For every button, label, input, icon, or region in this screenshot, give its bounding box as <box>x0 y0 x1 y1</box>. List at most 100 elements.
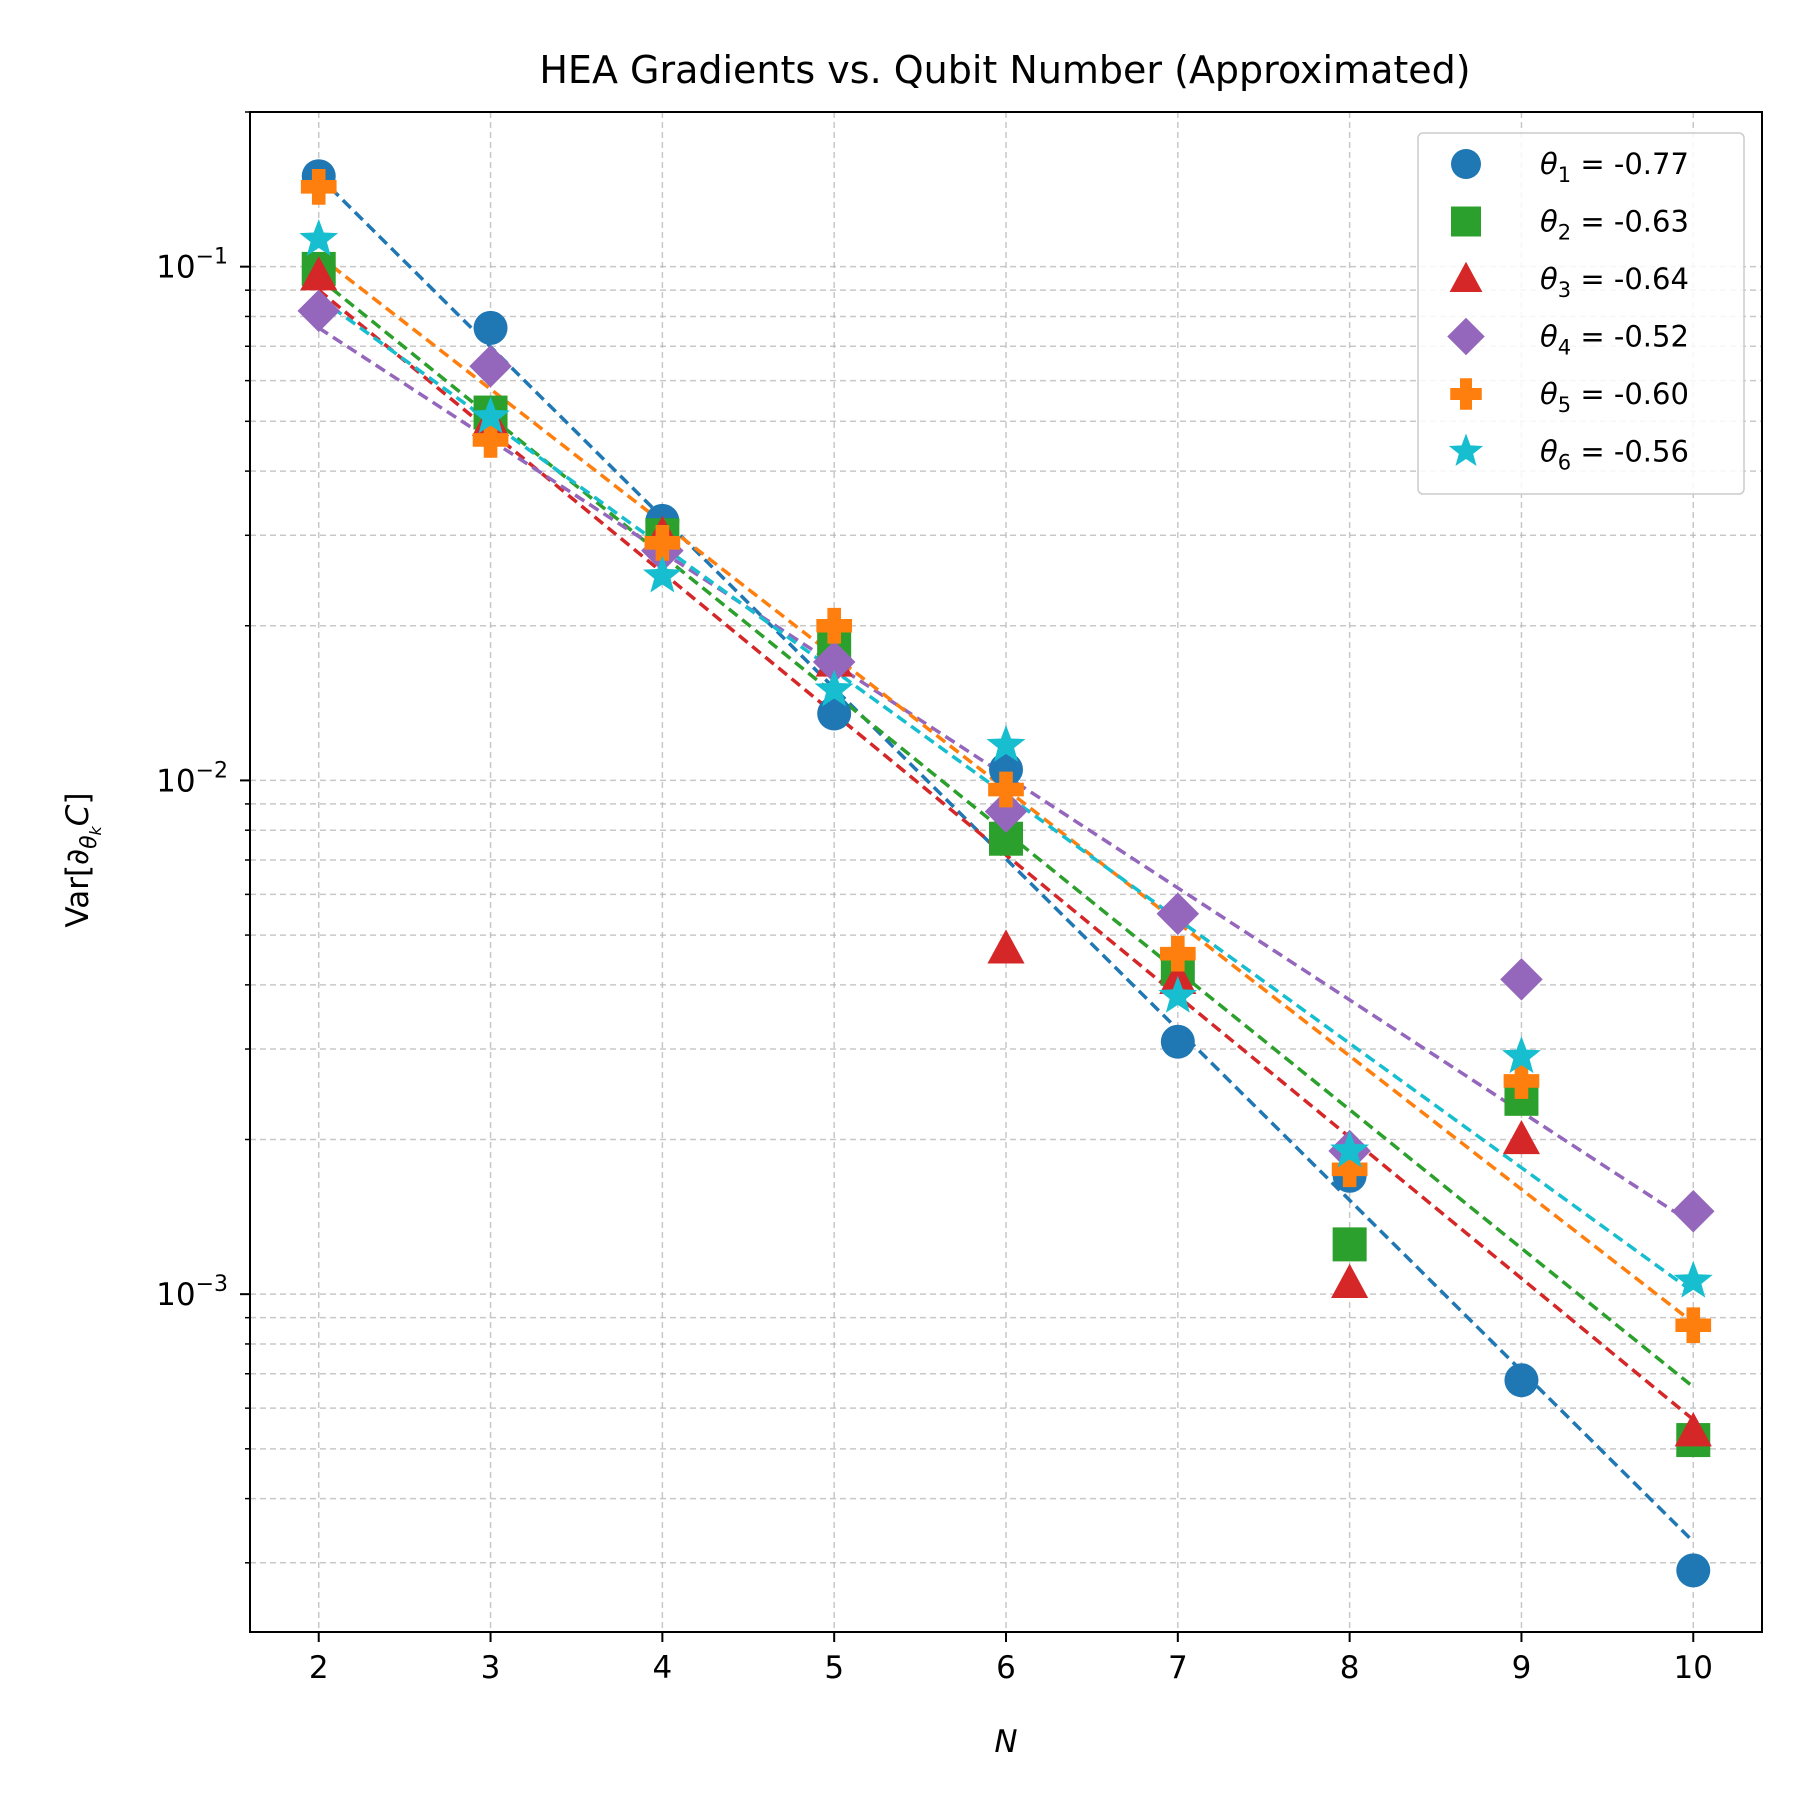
y-tick-base: 10 <box>156 250 195 286</box>
point-series-4 <box>1156 892 1200 936</box>
legend-box <box>1417 132 1745 495</box>
point-series-6 <box>986 724 1026 762</box>
legend-subscript: 1 <box>1558 163 1571 187</box>
y-tick-exponent: −3 <box>196 1272 228 1297</box>
legend-value: = -0.77 <box>1571 147 1689 181</box>
point-series-5 <box>1503 1063 1540 1099</box>
point-series-5 <box>1675 1307 1712 1344</box>
point-series-4 <box>297 289 340 333</box>
legend-label-1: θ1 = -0.77 <box>1540 147 1689 187</box>
y-tick-exponent: −2 <box>196 758 228 783</box>
point-series-5 <box>1331 1151 1368 1188</box>
point-series-2 <box>1332 1227 1367 1262</box>
x-tick-label: 4 <box>652 1650 672 1686</box>
point-series-4 <box>1672 1190 1715 1233</box>
y-tick-base: 10 <box>156 763 195 799</box>
point-series-3 <box>300 256 338 291</box>
point-series-4 <box>984 790 1028 833</box>
x-tick-label: 10 <box>1674 1650 1713 1686</box>
y-axis-label-c: C <box>60 804 96 826</box>
point-series-1 <box>817 696 852 731</box>
point-series-5 <box>472 422 509 458</box>
y-tick-label: 10−1 <box>156 245 228 286</box>
point-series-1 <box>1160 1024 1195 1059</box>
legend-symbol: θ <box>1540 147 1558 181</box>
legend-value: = -0.64 <box>1571 262 1689 296</box>
legend-label-2: θ2 = -0.63 <box>1540 205 1689 245</box>
x-tick-label: 8 <box>1340 1650 1360 1686</box>
legend-marker-2 <box>1451 206 1481 237</box>
y-tick-base: 10 <box>156 1277 195 1313</box>
x-axis-label: N <box>994 1724 1017 1760</box>
point-series-4 <box>1500 958 1543 1001</box>
point-series-6 <box>1158 975 1198 1013</box>
chart-title: HEA Gradients vs. Qubit Number (Approxim… <box>539 48 1470 92</box>
point-series-6 <box>814 669 854 707</box>
point-series-4 <box>812 640 856 684</box>
point-series-4 <box>469 344 512 388</box>
legend-symbol: θ <box>1540 205 1558 239</box>
x-tick-label: 5 <box>824 1650 844 1686</box>
point-series-1 <box>989 752 1023 787</box>
x-axis-ticks: 2 3 4 5 6 7 8 9 10 <box>309 1632 1713 1686</box>
point-series-5 <box>816 607 853 644</box>
legend-subscript: 4 <box>1558 336 1571 360</box>
point-series-5 <box>988 771 1024 808</box>
point-series-5 <box>300 169 337 205</box>
y-axis-label: Var[∂θkC] <box>60 792 105 927</box>
y-tick-label: 10−3 <box>156 1272 228 1313</box>
point-series-5 <box>1159 935 1196 972</box>
legend-subscript: 3 <box>1558 278 1571 302</box>
fit-line-6 <box>317 296 1695 1294</box>
y-axis-label-prefix: Var[∂ <box>60 849 96 928</box>
legend-value: = -0.56 <box>1571 435 1689 469</box>
legend-marker-4 <box>1447 317 1485 356</box>
y-axis-label-suffix: ] <box>60 792 96 804</box>
point-series-3 <box>1331 1263 1369 1298</box>
point-series-3 <box>1502 1119 1541 1155</box>
legend-subscript: 2 <box>1558 221 1571 245</box>
y-axis-ticks: 10−110−210−3 <box>156 111 250 1564</box>
x-tick-label: 2 <box>309 1650 329 1686</box>
point-series-3 <box>987 929 1025 964</box>
point-series-1 <box>1676 1553 1711 1588</box>
point-series-3 <box>1674 1412 1712 1447</box>
x-tick-label: 7 <box>1168 1650 1188 1686</box>
legend-marker-1 <box>1451 149 1481 179</box>
legend-value: = -0.63 <box>1571 205 1689 239</box>
legend-value: = -0.60 <box>1571 377 1689 411</box>
legend-subscript: 5 <box>1558 393 1571 417</box>
legend-marker-5 <box>1450 378 1482 410</box>
point-series-1 <box>1504 1363 1539 1398</box>
legend-marker-3 <box>1449 261 1483 292</box>
y-axis-label-sub-theta: θ <box>77 835 102 849</box>
data-points <box>297 159 1715 1588</box>
y-tick-label: 10−2 <box>156 758 228 799</box>
point-series-6 <box>1673 1260 1713 1298</box>
legend-label-5: θ5 = -0.60 <box>1540 377 1689 417</box>
legend-value: = -0.52 <box>1571 320 1689 354</box>
legend-symbol: θ <box>1540 262 1558 296</box>
x-tick-label: 9 <box>1512 1650 1532 1686</box>
point-series-6 <box>1330 1130 1370 1168</box>
point-series-6 <box>471 396 510 434</box>
legend-label-6: θ6 = -0.56 <box>1540 435 1689 475</box>
legend-symbol: θ <box>1540 320 1558 354</box>
legend-marker-6 <box>1448 433 1484 467</box>
point-series-6 <box>299 218 339 256</box>
legend-subscript: 6 <box>1558 451 1571 475</box>
y-axis-label-sub-k: k <box>86 825 105 835</box>
point-series-6 <box>1502 1036 1541 1074</box>
point-series-5 <box>644 525 681 561</box>
legend-label-4: θ4 = -0.52 <box>1540 320 1689 360</box>
legend-symbol: θ <box>1540 435 1558 469</box>
legend-symbol: θ <box>1540 377 1558 411</box>
point-series-1 <box>473 310 508 345</box>
x-tick-label: 6 <box>996 1650 1016 1686</box>
legend-label-3: θ3 = -0.64 <box>1540 262 1689 302</box>
y-tick-exponent: −1 <box>196 245 228 270</box>
point-series-6 <box>642 555 682 593</box>
x-tick-label: 3 <box>481 1650 501 1686</box>
